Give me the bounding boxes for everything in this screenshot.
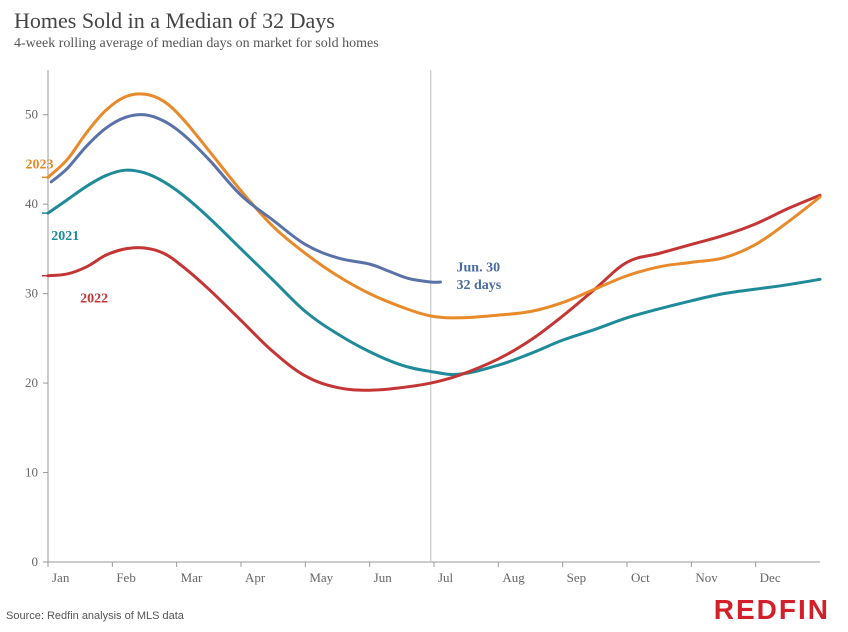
svg-text:Jul: Jul [438, 570, 454, 585]
svg-text:50: 50 [25, 107, 38, 122]
series-s2022 [48, 195, 820, 390]
series-label-s2023: 2023 [25, 157, 53, 172]
svg-text:May: May [309, 570, 333, 585]
svg-text:Jan: Jan [52, 570, 70, 585]
svg-text:Apr: Apr [245, 570, 266, 585]
svg-text:Sep: Sep [567, 570, 587, 585]
svg-text:Dec: Dec [760, 570, 781, 585]
callout-line2: 32 days [457, 278, 502, 293]
svg-text:40: 40 [25, 196, 38, 211]
svg-text:20: 20 [25, 375, 38, 390]
redfin-logo: REDFIN [714, 594, 830, 626]
svg-text:0: 0 [32, 554, 39, 569]
svg-text:30: 30 [25, 286, 38, 301]
svg-text:Feb: Feb [116, 570, 136, 585]
series-s2023 [48, 94, 820, 318]
chart-svg: 0 10 20 30 40 50 Jan Feb Mar Apr May Jun Jul Aug Sep Oc… [0, 0, 848, 632]
svg-text:Nov: Nov [695, 570, 718, 585]
chart-container: Homes Sold in a Median of 32 Days 4-week… [0, 0, 848, 632]
series-label-s2022: 2022 [80, 292, 108, 307]
series-s2021 [48, 170, 820, 374]
svg-text:Oct: Oct [631, 570, 650, 585]
source-caption: Source: Redfin analysis of MLS data [6, 610, 184, 622]
callout-line1: Jun. 30 [457, 260, 501, 275]
svg-text:10: 10 [25, 465, 38, 480]
series-s2024p [51, 115, 440, 283]
series-label-s2021: 2021 [51, 229, 79, 244]
svg-text:Aug: Aug [502, 570, 525, 585]
svg-text:Jun: Jun [374, 570, 393, 585]
svg-text:Mar: Mar [181, 570, 203, 585]
